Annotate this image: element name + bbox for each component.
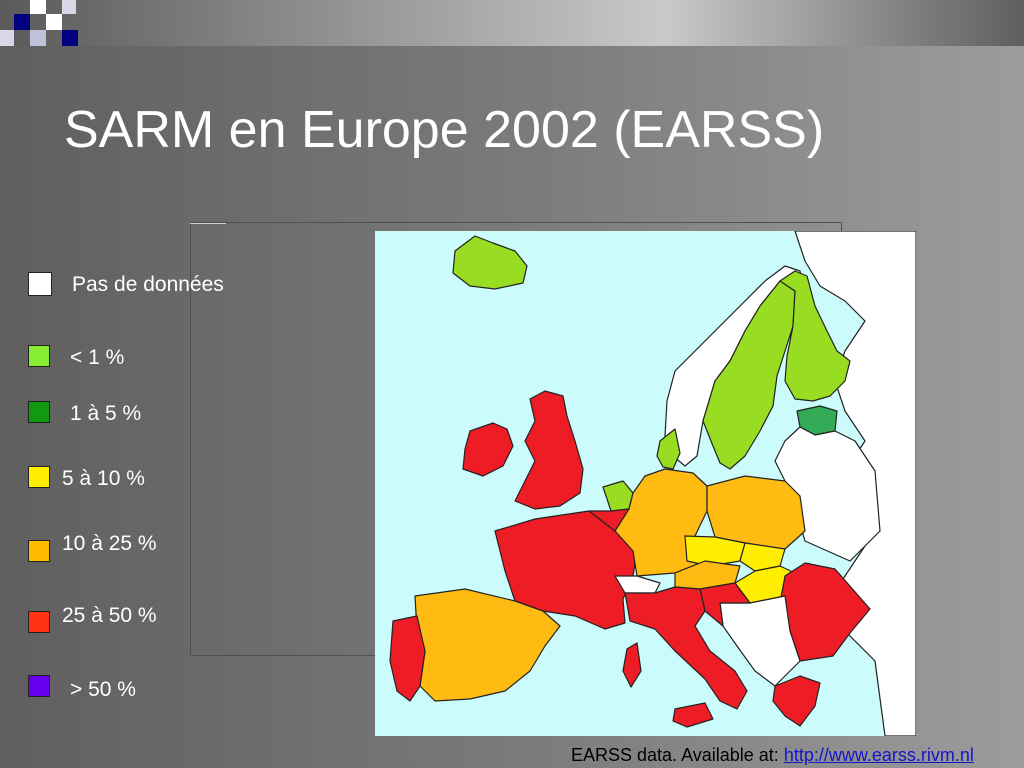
region-italy bbox=[624, 586, 748, 710]
legend-swatch bbox=[28, 611, 50, 633]
region-uk bbox=[514, 390, 584, 510]
legend-item-25-50: 25 à 50 % bbox=[28, 604, 188, 635]
legend-swatch bbox=[28, 401, 50, 423]
legend-label: 1 à 5 % bbox=[70, 402, 142, 425]
legend-item-lt1: < 1 % bbox=[28, 345, 148, 371]
legend-swatch bbox=[28, 675, 50, 697]
legend-swatch bbox=[28, 466, 50, 488]
region-denmark bbox=[656, 428, 681, 470]
region-germany bbox=[614, 468, 708, 577]
region-poland bbox=[706, 475, 806, 550]
legend-item-5-10: 5 à 10 % bbox=[28, 466, 168, 492]
region-ireland bbox=[462, 422, 514, 477]
legend-label: 10 à 25 % bbox=[62, 532, 157, 555]
region-portugal bbox=[389, 615, 426, 702]
legend-item-1-5: 1 à 5 % bbox=[28, 401, 168, 427]
region-netherlands bbox=[602, 480, 634, 512]
region-switzerland bbox=[614, 575, 661, 594]
legend-label: 5 à 10 % bbox=[62, 467, 145, 490]
legend-label: Pas de données bbox=[72, 273, 224, 296]
region-greece bbox=[772, 675, 821, 727]
source-link[interactable]: http://www.earss.rivm.nl bbox=[783, 745, 974, 765]
legend-item-10-25: 10 à 25 % bbox=[28, 532, 188, 564]
region-slovakia bbox=[739, 542, 786, 572]
legend-label: 25 à 50 % bbox=[62, 604, 157, 627]
legend-item-no-data: Pas de données bbox=[28, 272, 268, 298]
source-note: EARSS data. Available at: http://www.ear… bbox=[571, 745, 974, 766]
region-sweden bbox=[702, 280, 796, 470]
legend-item-gt50: > 50 % bbox=[28, 675, 158, 701]
region-sardinia bbox=[622, 642, 642, 688]
corner-decoration bbox=[0, 0, 90, 46]
legend-swatch bbox=[28, 345, 50, 367]
source-prefix: EARSS data. Available at: bbox=[571, 745, 784, 765]
legend-label: < 1 % bbox=[70, 346, 125, 369]
region-iceland bbox=[452, 235, 528, 290]
europe-map-svg bbox=[389, 231, 916, 736]
page-title: SARM en Europe 2002 (EARSS) bbox=[64, 101, 825, 159]
europe-map bbox=[375, 231, 916, 736]
legend-label: > 50 % bbox=[70, 678, 136, 701]
region-finland bbox=[779, 270, 851, 402]
region-balkans bbox=[719, 595, 801, 687]
header-band bbox=[0, 0, 1024, 46]
legend-swatch bbox=[28, 272, 52, 296]
frame-marker bbox=[190, 223, 226, 227]
region-sicily bbox=[672, 702, 714, 728]
legend-swatch bbox=[28, 540, 50, 562]
